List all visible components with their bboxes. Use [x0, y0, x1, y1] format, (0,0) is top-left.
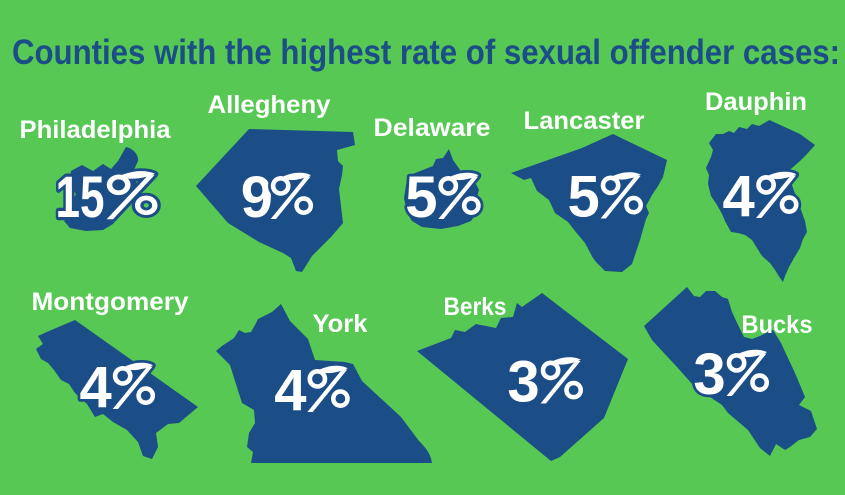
svg-text:Philadelphia: Philadelphia: [20, 116, 172, 144]
svg-text:3: 3: [693, 342, 725, 407]
svg-text:Montgomery: Montgomery: [32, 288, 189, 316]
svg-text:15: 15: [55, 164, 104, 229]
svg-text:Delaware: Delaware: [374, 114, 491, 142]
svg-text:5: 5: [405, 165, 437, 230]
svg-text:Lancaster: Lancaster: [524, 107, 645, 135]
svg-text:Dauphin: Dauphin: [705, 88, 807, 116]
svg-text:5: 5: [568, 165, 600, 230]
svg-text:Allegheny: Allegheny: [208, 91, 331, 119]
svg-text:Counties with the highest rate: Counties with the highest rate of sexual…: [12, 33, 840, 72]
svg-text:9: 9: [241, 165, 273, 230]
svg-text:Bucks: Bucks: [742, 311, 813, 339]
svg-text:York: York: [313, 310, 368, 338]
svg-text:3: 3: [507, 350, 539, 415]
svg-text:Berks: Berks: [444, 293, 507, 321]
svg-text:4: 4: [80, 355, 112, 420]
svg-text:4: 4: [723, 164, 755, 229]
svg-text:4: 4: [274, 358, 306, 423]
